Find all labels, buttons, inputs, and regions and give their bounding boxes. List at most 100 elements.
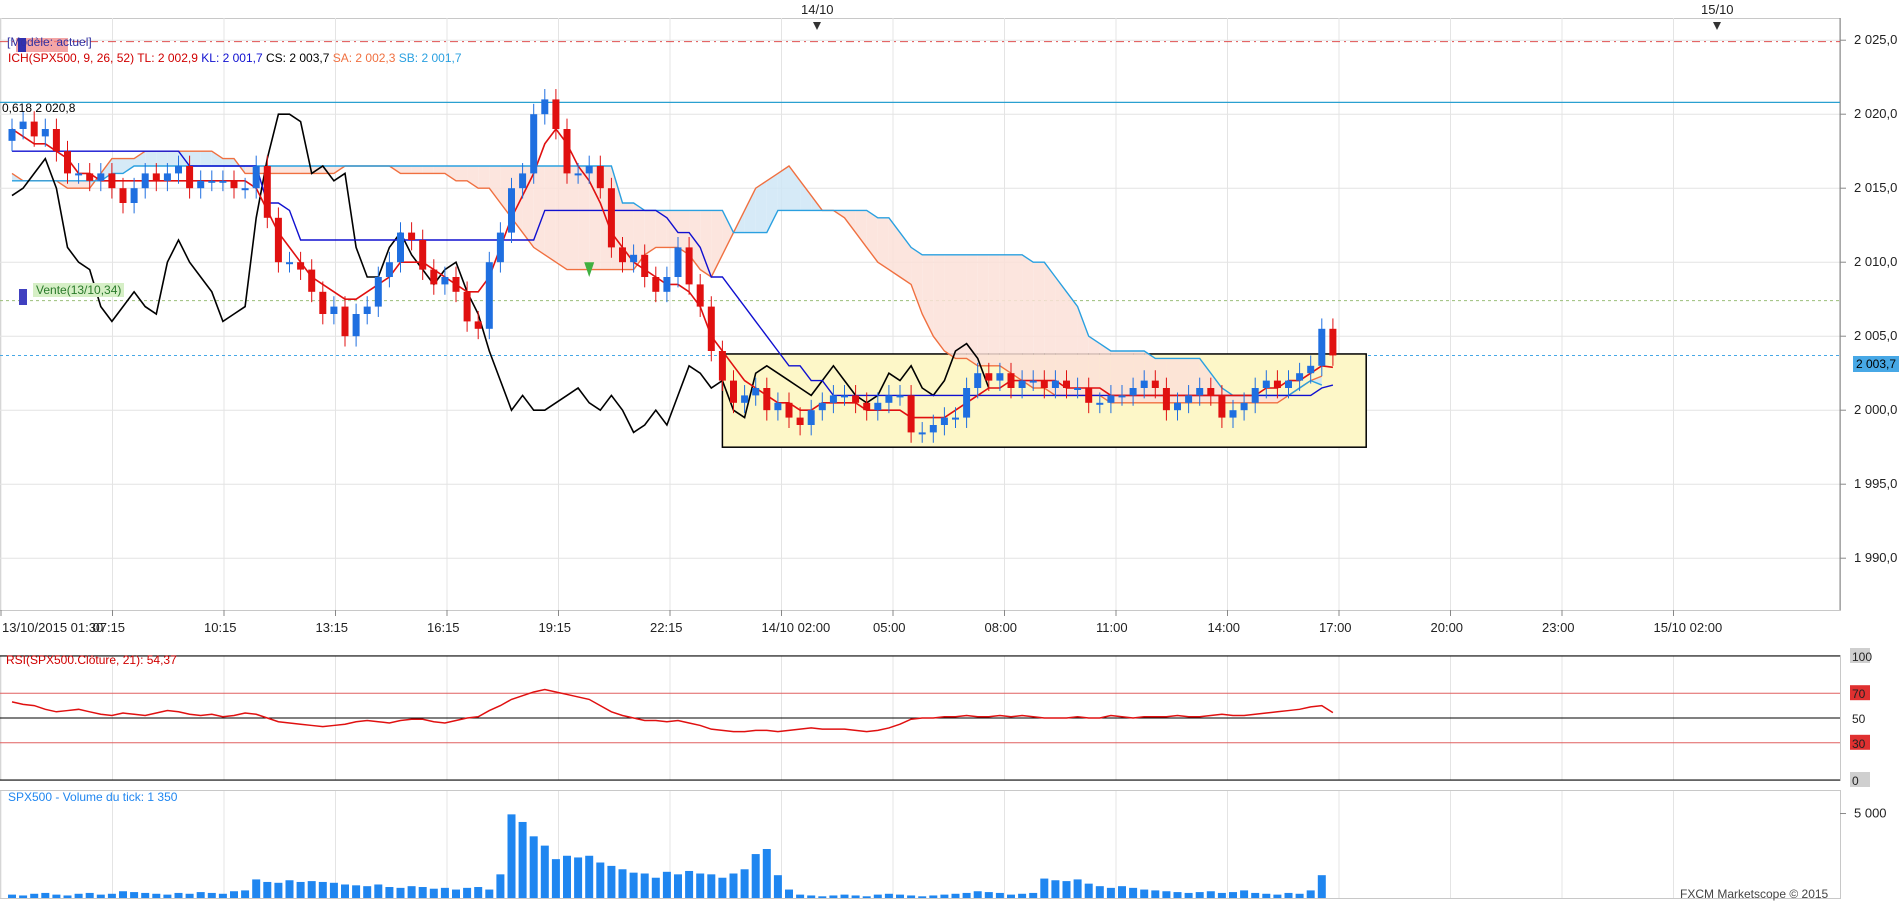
candle-body xyxy=(141,173,149,189)
volume-bar xyxy=(496,874,505,898)
candle-body xyxy=(852,395,860,403)
trade-marker-flag-icon xyxy=(19,289,27,305)
volume-bar xyxy=(385,887,394,898)
candle-body xyxy=(1096,402,1104,405)
volume-bar xyxy=(374,884,383,898)
volume-bar xyxy=(407,886,416,898)
kumo-segment xyxy=(766,173,778,233)
candle-body xyxy=(1074,388,1082,390)
rsi-label[interactable]: RSI(SPX500.Clôture, 21): 54,37 xyxy=(6,653,177,667)
candle-body xyxy=(319,291,327,314)
volume-bar xyxy=(507,814,516,898)
y-tick-label: 2 010,0 xyxy=(1854,254,1897,269)
candle-body xyxy=(419,240,427,270)
candle-body xyxy=(1129,388,1137,396)
volume-bar xyxy=(8,894,16,898)
candle-body xyxy=(1029,380,1037,383)
candle-body xyxy=(208,180,216,183)
volume-bar xyxy=(1095,886,1104,898)
rsi-axis-label: 0 xyxy=(1852,774,1859,788)
kumo-segment xyxy=(922,254,934,337)
volume-bar xyxy=(141,892,150,898)
volume-bar xyxy=(563,855,571,898)
candle-body xyxy=(441,277,449,285)
candle-body xyxy=(374,277,382,307)
volume-bar xyxy=(1195,892,1204,898)
volume-bar xyxy=(352,885,361,898)
volume-bar xyxy=(341,884,349,898)
volume-bar xyxy=(296,881,305,898)
candle-body xyxy=(774,402,782,411)
kumo-segment xyxy=(1110,351,1122,403)
kumo-segment xyxy=(877,217,889,270)
volume-bar xyxy=(218,893,227,898)
kumo-segment xyxy=(411,166,423,174)
candle-body xyxy=(219,180,227,183)
senkou-span-a-line xyxy=(11,150,1323,404)
volume-bar xyxy=(551,859,560,898)
volume-bar xyxy=(995,892,1004,898)
kumo-segment xyxy=(589,166,601,270)
volume-bar xyxy=(1084,883,1093,898)
candle-body xyxy=(452,277,460,292)
kumo-segment xyxy=(1310,376,1322,386)
volume-bar xyxy=(1229,892,1237,898)
volume-bar xyxy=(107,893,116,898)
volume-bar xyxy=(1118,886,1126,898)
kumo-segment xyxy=(800,180,812,211)
volume-bar xyxy=(274,882,283,898)
volume-bar xyxy=(840,894,849,898)
x-tick-label: 15/10 02:00 xyxy=(1654,620,1723,635)
candle-body xyxy=(574,173,582,176)
trade-marker-label[interactable]: Vente(13/10,34) xyxy=(33,283,125,297)
volume-bar xyxy=(796,894,805,898)
volume-bar xyxy=(485,889,494,898)
volume-bar xyxy=(30,893,39,898)
volume-bar xyxy=(74,893,83,898)
kumo-segment xyxy=(1066,291,1078,396)
volume-bar xyxy=(130,892,139,898)
volume-label[interactable]: SPX500 - Volume du tick: 1 350 xyxy=(8,790,178,804)
volume-bar xyxy=(1129,887,1138,898)
kumo-segment xyxy=(444,166,456,181)
candle-body xyxy=(1151,380,1159,388)
date-flag-marker xyxy=(813,22,821,30)
candle-body xyxy=(1162,388,1170,411)
volume-bar xyxy=(1284,892,1293,898)
candle-body xyxy=(718,351,726,381)
candle-body xyxy=(652,277,660,292)
template-label[interactable]: [Modèle: actuel] xyxy=(7,35,92,49)
candle-body xyxy=(1262,380,1270,388)
candle-body xyxy=(896,395,904,398)
candle-body xyxy=(1207,388,1215,396)
candle-body xyxy=(1040,380,1048,388)
volume-bar xyxy=(85,892,94,898)
candle-body xyxy=(530,114,538,174)
volume-bar xyxy=(1240,890,1249,898)
volume-bar xyxy=(674,874,682,898)
volume-bar xyxy=(807,895,816,898)
candle-body xyxy=(1107,395,1115,403)
candle-body xyxy=(108,173,116,189)
x-tick-label: 14/10 02:00 xyxy=(762,620,831,635)
y-tick-label: 1 990,0 xyxy=(1854,550,1897,565)
candle-body xyxy=(641,254,649,277)
candle-body xyxy=(1307,365,1315,374)
volume-bar xyxy=(918,896,927,898)
x-tick-label: 08:00 xyxy=(985,620,1018,635)
senkou-a-value: SA: 2 002,3 xyxy=(332,51,396,65)
kumo-segment xyxy=(222,158,234,166)
volume-bar xyxy=(440,887,449,898)
x-tick-label: 16:15 xyxy=(427,620,460,635)
ichimoku-legend[interactable]: ICH(SPX500, 9, 26, 52) TL: 2 002,9 KL: 2… xyxy=(8,51,462,65)
candle-body xyxy=(907,395,915,433)
volume-bar xyxy=(19,895,28,898)
kumo-segment xyxy=(900,232,912,285)
kumo-segment xyxy=(200,151,212,166)
rsi-axis-label: 30 xyxy=(1852,737,1866,751)
candle-body xyxy=(1318,328,1326,366)
candle-body xyxy=(1251,388,1259,403)
x-tick-label: 05:00 xyxy=(873,620,906,635)
x-tick-label: 14:00 xyxy=(1208,620,1241,635)
